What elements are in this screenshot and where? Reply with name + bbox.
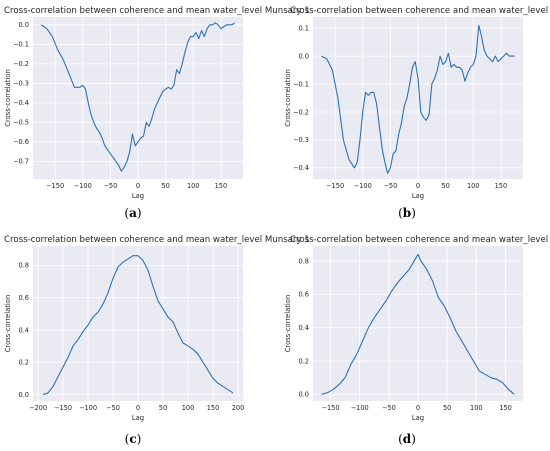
x-tick-label: 50 — [443, 404, 451, 412]
x-tick-label: −100 — [74, 182, 92, 190]
y-tick-label: −0.2 — [293, 108, 309, 116]
x-tick-label: −150 — [321, 404, 339, 412]
chart-panel-3: −150 −100 −50 0 50 100 150 0.0 0.2 0.4 0.6 0.8 Cross… — [284, 235, 550, 446]
y-tick-label: −0.2 — [13, 60, 29, 68]
x-tick-label: 0 — [416, 404, 420, 412]
y-tick-label: 0.6 — [299, 291, 310, 299]
y-tick-label: 0.6 — [19, 294, 30, 302]
y-tick-label: 0.2 — [299, 357, 310, 365]
x-tick-label: 100 — [182, 404, 195, 412]
chart-title: Cross-correlation between coherence and … — [290, 6, 550, 16]
y-tick-label: 0.4 — [299, 324, 310, 332]
x-tick-label: 100 — [467, 182, 480, 190]
x-tick-label: 150 — [495, 182, 508, 190]
y-tick-label: 0.1 — [299, 24, 310, 32]
x-tick-label: 150 — [207, 404, 220, 412]
x-tick-label: 100 — [470, 404, 483, 412]
x-tick-label: 0 — [416, 182, 420, 190]
y-axis-label: Cross-correlation — [284, 295, 292, 353]
y-tick-label: −0.3 — [293, 136, 309, 144]
y-tick-label: 0.0 — [19, 21, 30, 29]
x-tick-label: −150 — [326, 182, 344, 190]
y-tick-label: −0.1 — [13, 41, 29, 49]
y-tick-label: 0.0 — [19, 391, 30, 399]
cross-correlation-line — [321, 253, 515, 395]
x-axis-label: Lag — [412, 414, 424, 422]
cross-correlation-line — [40, 22, 236, 172]
y-tick-label: −0.4 — [13, 99, 29, 107]
x-tick-label: −150 — [54, 404, 72, 412]
cross-correlation-line — [42, 255, 234, 396]
chart-title: Cross-correlation between coherence and … — [4, 235, 310, 245]
cross-correlation-line — [321, 24, 515, 174]
x-axis-label: Lag — [132, 192, 144, 200]
x-tick-label: 50 — [161, 182, 169, 190]
x-tick-label: −100 — [354, 182, 372, 190]
y-tick-label: 0.8 — [299, 257, 310, 265]
x-tick-label: −150 — [46, 182, 64, 190]
x-tick-label: 100 — [187, 182, 200, 190]
panel-caption: (b) — [398, 206, 416, 220]
x-tick-label: 150 — [215, 182, 228, 190]
x-axis-label: Lag — [412, 192, 424, 200]
x-tick-label: 150 — [499, 404, 512, 412]
x-tick-label: 0 — [136, 182, 140, 190]
x-tick-label: −50 — [106, 404, 120, 412]
panel-caption: (d) — [398, 432, 416, 446]
y-axis-label: Cross-correlation — [4, 295, 12, 353]
x-axis-label: Lag — [132, 414, 144, 422]
y-tick-label: 0.0 — [299, 391, 310, 399]
x-tick-label: −50 — [383, 182, 397, 190]
chart-title: Cross-correlation between coherence and … — [290, 235, 550, 245]
y-axis-label: Cross-correlation — [284, 69, 292, 127]
x-tick-label: 50 — [441, 182, 449, 190]
x-tick-label: −50 — [103, 182, 117, 190]
x-tick-label: −100 — [351, 404, 369, 412]
y-tick-label: −0.5 — [13, 119, 29, 127]
chart-panel-2: −200 −150 −100 −50 0 50 100 150 200 0.0 0.2 0.4 0.6 0… — [4, 235, 310, 446]
y-axis-label: Cross-correlation — [4, 69, 12, 127]
y-tick-label: −0.1 — [293, 80, 309, 88]
x-tick-label: 50 — [159, 404, 167, 412]
y-tick-label: −0.7 — [13, 158, 29, 166]
y-tick-label: −0.3 — [13, 80, 29, 88]
y-tick-label: 0.4 — [19, 326, 30, 334]
chart-title: Cross-correlation between coherence and … — [4, 6, 310, 16]
y-tick-label: −0.6 — [13, 138, 29, 146]
x-tick-label: −200 — [29, 404, 47, 412]
panel-caption: (a) — [124, 206, 141, 220]
chart-panel-0: −150 −100 −50 0 50 100 150 0.0 −0.1 −0.2 −0.3 −0.4 −… — [4, 6, 310, 220]
x-tick-label: −50 — [382, 404, 396, 412]
x-tick-label: 200 — [232, 404, 245, 412]
x-tick-label: 0 — [136, 404, 140, 412]
y-tick-label: 0.0 — [299, 52, 310, 60]
y-tick-label: 0.8 — [19, 262, 30, 270]
y-tick-label: 0.2 — [19, 359, 30, 367]
x-tick-label: −100 — [79, 404, 97, 412]
y-tick-label: −0.4 — [293, 164, 309, 172]
chart-panel-1: −150 −100 −50 0 50 100 150 0.1 0.0 −0.1 −0.2 −0.3 −0… — [284, 6, 550, 220]
panel-caption: (c) — [125, 432, 142, 446]
